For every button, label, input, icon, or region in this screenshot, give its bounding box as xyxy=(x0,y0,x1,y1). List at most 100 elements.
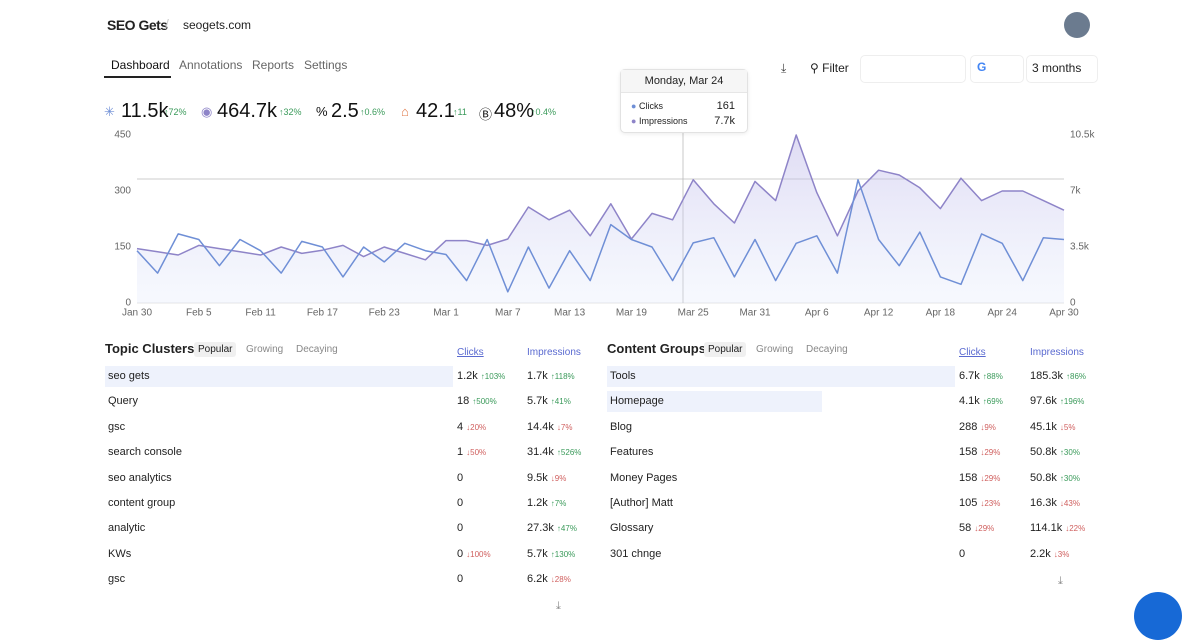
segment-tab[interactable]: Decaying xyxy=(296,344,338,355)
download-icon[interactable]: ⤓ xyxy=(1058,575,1063,587)
download-icon[interactable]: ⤓ xyxy=(556,600,561,612)
row-label[interactable]: Query xyxy=(108,395,138,408)
segment-tab[interactable]: Popular xyxy=(194,342,237,357)
row-label[interactable]: [Author] Matt xyxy=(610,497,673,509)
tooltip-label: ● Clicks xyxy=(631,101,663,111)
row-label[interactable]: search console xyxy=(108,446,182,459)
change: ↓100% xyxy=(466,549,491,559)
row-label[interactable]: content group xyxy=(108,497,176,509)
row-label[interactable]: seo analytics xyxy=(108,471,172,484)
change: ↑526% xyxy=(556,448,582,458)
source-toggles[interactable] xyxy=(970,55,1024,83)
column-header[interactable]: Clicks xyxy=(457,347,484,358)
change: ↓29% xyxy=(980,473,1001,483)
cell-value: 1.7k ↑118% xyxy=(527,370,575,382)
filter-label: Filter xyxy=(822,61,849,75)
row-label[interactable]: gsc xyxy=(108,573,126,586)
chart: 0 150 300 450 0 3.5k 7k 10.5k Jan 30 Feb 5 Feb 11 F… xyxy=(114,130,1095,319)
segment-tab[interactable]: Decaying xyxy=(806,344,848,355)
cell-value: 1 ↓50% xyxy=(457,446,487,459)
stat-value: 11.5k xyxy=(121,100,169,122)
tab[interactable]: Settings xyxy=(304,58,348,72)
cell-value: 1.2k ↑7% xyxy=(527,497,567,509)
series-name: Clicks xyxy=(638,101,663,111)
y2-tick-label: 10.5k xyxy=(1070,130,1095,141)
cell-value: 0 xyxy=(959,547,966,560)
row-label[interactable]: KWs xyxy=(108,547,132,560)
tab[interactable]: Reports xyxy=(252,58,295,72)
row-label[interactable]: seo gets xyxy=(108,370,150,382)
metric-toggles[interactable] xyxy=(860,55,966,83)
change: ↑47% xyxy=(556,524,577,534)
row-label[interactable]: 301 chnge xyxy=(610,547,662,560)
column-header[interactable]: Impressions xyxy=(1030,347,1084,358)
row-label[interactable]: gsc xyxy=(108,420,126,433)
table-title: Content Groups xyxy=(607,341,706,356)
chat-button[interactable] xyxy=(1134,592,1182,640)
series-name: Impressions xyxy=(638,116,688,126)
tooltip: Monday, Mar 24 ● Clicks 161 ● Impression… xyxy=(620,69,748,133)
filter-button[interactable]: ⚲ Filter xyxy=(810,61,849,75)
row-label[interactable]: Money Pages xyxy=(610,471,678,484)
avatar[interactable] xyxy=(1064,12,1090,38)
row-label[interactable]: Features xyxy=(610,446,654,459)
segment-tab[interactable]: Popular xyxy=(704,342,747,357)
change: ↓9% xyxy=(980,422,996,432)
segment-tab[interactable]: Growing xyxy=(756,344,794,355)
change: ↓3% xyxy=(1053,549,1070,559)
column-header[interactable]: Impressions xyxy=(527,347,581,358)
stat-value: 2.5 xyxy=(331,100,359,122)
icon: ◉ xyxy=(201,104,213,119)
row-label[interactable]: Glossary xyxy=(610,522,654,535)
change: ↓29% xyxy=(980,448,1001,458)
row-label[interactable]: Homepage xyxy=(610,395,664,408)
x-tick-label: Mar 19 xyxy=(616,308,648,319)
segment-tab[interactable]: Growing xyxy=(246,344,284,355)
tooltip-label: ● Impressions xyxy=(631,116,688,126)
y2-tick-label: 3.5k xyxy=(1070,242,1090,253)
change: ↓28% xyxy=(550,575,571,585)
change: ↓20% xyxy=(466,422,487,432)
y-tick-label: 300 xyxy=(114,186,131,197)
change: ↓23% xyxy=(980,499,1001,508)
cell-value: 97.6k ↑196% xyxy=(1030,395,1085,408)
range-select[interactable] xyxy=(1026,55,1098,83)
download-icon[interactable]: ⤓ xyxy=(781,61,787,75)
column-header[interactable]: Clicks xyxy=(959,347,986,358)
row-label[interactable]: Tools xyxy=(610,370,636,382)
cell-value: 4.1k ↑69% xyxy=(959,395,1003,408)
tab[interactable]: Annotations xyxy=(179,58,243,72)
cell-value: 158 ↓29% xyxy=(959,471,1001,484)
cell-value: 5.7k ↑130% xyxy=(527,547,576,560)
icon: ✳ xyxy=(104,104,115,119)
stat-value: 464.7k xyxy=(217,100,278,122)
change: ↑196% xyxy=(1059,397,1085,407)
site-name[interactable]: seogets.com xyxy=(183,18,252,32)
separator: / xyxy=(165,16,169,32)
logo[interactable]: SEO Gets xyxy=(107,17,168,33)
cell-value: 16.3k ↓43% xyxy=(1030,497,1080,509)
x-tick-label: Mar 7 xyxy=(495,308,521,319)
change: ↓50% xyxy=(466,448,487,458)
icon: Ⓑ xyxy=(479,107,493,122)
cell-value: 14.4k ↓7% xyxy=(527,420,573,433)
tooltip-value: 161 xyxy=(716,100,735,112)
change: ↓9% xyxy=(550,473,567,483)
tab[interactable]: Dashboard xyxy=(111,58,170,72)
change: ↑130% xyxy=(550,549,576,559)
change: ↓22% xyxy=(1065,524,1086,534)
row-label[interactable]: Blog xyxy=(610,420,633,433)
cell-value: 6.7k ↑88% xyxy=(959,370,1003,382)
line xyxy=(136,134,1065,261)
row-label[interactable]: analytic xyxy=(108,522,146,535)
table-title: Topic Clusters xyxy=(105,341,195,356)
stat-change: ↑0.4% xyxy=(531,107,557,117)
cell-value: 105 ↓23% xyxy=(959,497,1001,509)
stat-change: ↑0.6% xyxy=(360,107,386,117)
x-tick-label: Mar 1 xyxy=(433,308,459,319)
cell-value: 50.8k ↑30% xyxy=(1030,471,1080,484)
x-tick-label: Feb 5 xyxy=(186,308,212,319)
y2-tick-label: 7k xyxy=(1070,186,1082,197)
x-tick-label: Apr 18 xyxy=(926,308,956,319)
